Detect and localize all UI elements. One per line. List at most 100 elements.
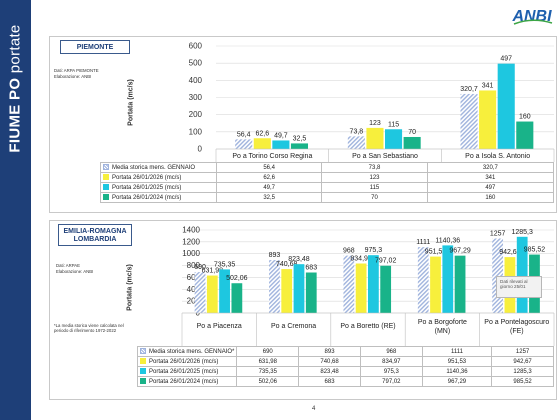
region-title: EMILIA-ROMAGNA LOMBARDIA [58, 224, 132, 246]
data-label: 683 [305, 265, 317, 272]
table-cell: 497 [426, 182, 555, 193]
sidebar-title: FIUME PO portate [6, 24, 24, 153]
data-label: 502,06 [226, 275, 248, 282]
bar [194, 272, 206, 313]
bar [385, 129, 403, 149]
data-date-callout: Dati rilevati al giorno 25/01 [496, 276, 542, 298]
bar [206, 275, 218, 313]
series-name: Portata 26/01/2026 (mc/s) [149, 359, 219, 365]
data-source: Dati: ARPA PIEMONTE [54, 68, 99, 73]
table-cell: 834,97 [359, 356, 423, 367]
data-label: 968 [343, 248, 355, 255]
table-cell: 1257 [491, 346, 554, 357]
series-label: Portata 26/01/2026 (mc/s) [100, 172, 217, 183]
table-row: Portata 26/01/2025 (mc/s) 735,35 823,48 975… [136, 366, 554, 377]
bar [269, 260, 280, 313]
y-tick-label: 1000 [182, 249, 200, 258]
table-row: Portata 26/01/2024 (mc/s) 32,5 70 160 [100, 192, 555, 203]
table-row: Portata 26/01/2025 (mc/s) 49,7 115 497 [100, 182, 555, 193]
series-name: Portata 26/01/2024 (mc/s) [112, 195, 182, 201]
bar [347, 136, 365, 149]
data-label: 797,02 [375, 258, 397, 265]
y-tick-label: 0 [198, 145, 203, 154]
table-cell: 797,02 [359, 376, 423, 387]
series-label: Portata 26/01/2024 (mc/s) [100, 192, 217, 203]
data-label: 62,6 [255, 130, 269, 137]
data-label: 70 [408, 129, 416, 136]
y-tick-label: 500 [189, 59, 203, 68]
bar [219, 269, 230, 313]
y-tick-label: 1400 [182, 226, 200, 235]
data-label: 893 [269, 252, 281, 259]
table-row: Media storica mens. GENNAIO* 690 893 968 111… [136, 346, 554, 357]
data-label: 32,5 [293, 135, 307, 142]
data-label: 123 [369, 120, 381, 127]
series-name: Media storica mens. GENNAIO [112, 165, 196, 171]
legend-swatch [140, 358, 146, 364]
category-label: (FE) [510, 328, 524, 335]
data-label: 942,67 [499, 249, 521, 256]
series-label: Portata 26/01/2024 (mc/s) [136, 376, 238, 387]
sidebar: FIUME PO portate [0, 0, 31, 420]
table-cell: 951,53 [421, 356, 493, 367]
emilia-lombardia-panel: EMILIA-ROMAGNA LOMBARDIA Dati: ARPAE Ela… [49, 220, 557, 400]
table-cell: 341 [426, 172, 555, 183]
table-row: Portata 26/01/2024 (mc/s) 502,06 683 797,02… [136, 376, 554, 387]
emilia-lombardia-data-table: Media storica mens. GENNAIO* 690 893 968 111… [136, 346, 554, 387]
table-cell: 115 [321, 182, 428, 193]
y-tick-label: 200 [189, 110, 203, 119]
bar [454, 255, 466, 313]
legend-swatch [140, 368, 146, 374]
legend-swatch [103, 194, 109, 200]
elaboration-note: Elaborazione: ANBI [54, 74, 92, 79]
y-tick-label: 100 [189, 127, 203, 136]
anbi-logo: ANBI [511, 8, 553, 25]
data-label: 160 [519, 114, 531, 121]
table-row: Portata 26/01/2026 (mc/s) 62,6 123 341 [100, 172, 555, 183]
y-tick-label: 300 [189, 93, 203, 102]
data-label: 834,97 [350, 255, 372, 262]
table-cell: 683 [298, 376, 361, 387]
table-cell: 502,06 [236, 376, 300, 387]
table-cell: 70 [321, 192, 428, 203]
bar [417, 247, 429, 313]
table-cell: 49,7 [215, 182, 323, 193]
bar [343, 255, 355, 313]
data-label: 320,7 [460, 86, 478, 93]
series-label: Portata 26/01/2026 (mc/s) [136, 356, 238, 367]
data-label: 1257 [490, 230, 506, 237]
series-name: Media storica mens. GENNAIO* [149, 349, 235, 355]
data-label: 497 [500, 56, 512, 63]
category-label: Po a Isola S. Antonio [465, 153, 530, 160]
bar [460, 93, 478, 149]
table-cell: 968 [359, 346, 423, 357]
category-label: Po a Cremona [271, 323, 316, 330]
table-cell: 631,98 [236, 356, 300, 367]
table-cell: 942,67 [491, 356, 554, 367]
bar [366, 127, 384, 149]
table-cell: 160 [426, 192, 555, 203]
series-label: Portata 26/01/2025 (mc/s) [136, 366, 238, 377]
data-label: 740,68 [276, 261, 298, 268]
table-cell: 823,48 [298, 366, 361, 377]
data-label: 49,7 [274, 132, 288, 139]
bar [403, 136, 421, 149]
table-cell: 740,68 [298, 356, 361, 367]
series-name: Portata 26/01/2025 (mc/s) [112, 185, 182, 191]
y-tick-label: 600 [187, 273, 201, 282]
region-title: PIEMONTE [60, 40, 130, 54]
table-cell: 123 [321, 172, 428, 183]
bar [281, 269, 293, 313]
data-label: 985,52 [524, 247, 546, 254]
data-label: 967,29 [449, 248, 471, 255]
table-row: Portata 26/01/2026 (mc/s) 631,98 740,68 834… [136, 356, 554, 367]
legend-swatch [140, 378, 146, 384]
data-label: 951,53 [425, 249, 447, 256]
table-cell: 56,4 [215, 162, 323, 173]
data-label: 631,98 [202, 268, 224, 275]
table-row: Media storica mens. GENNAIO 56,4 73,8 320,7 [100, 162, 555, 173]
series-label: Portata 26/01/2025 (mc/s) [100, 182, 217, 193]
y-tick-label: 800 [187, 261, 201, 270]
series-label: Media storica mens. GENNAIO* [136, 346, 238, 357]
data-label: 56,4 [237, 131, 251, 138]
